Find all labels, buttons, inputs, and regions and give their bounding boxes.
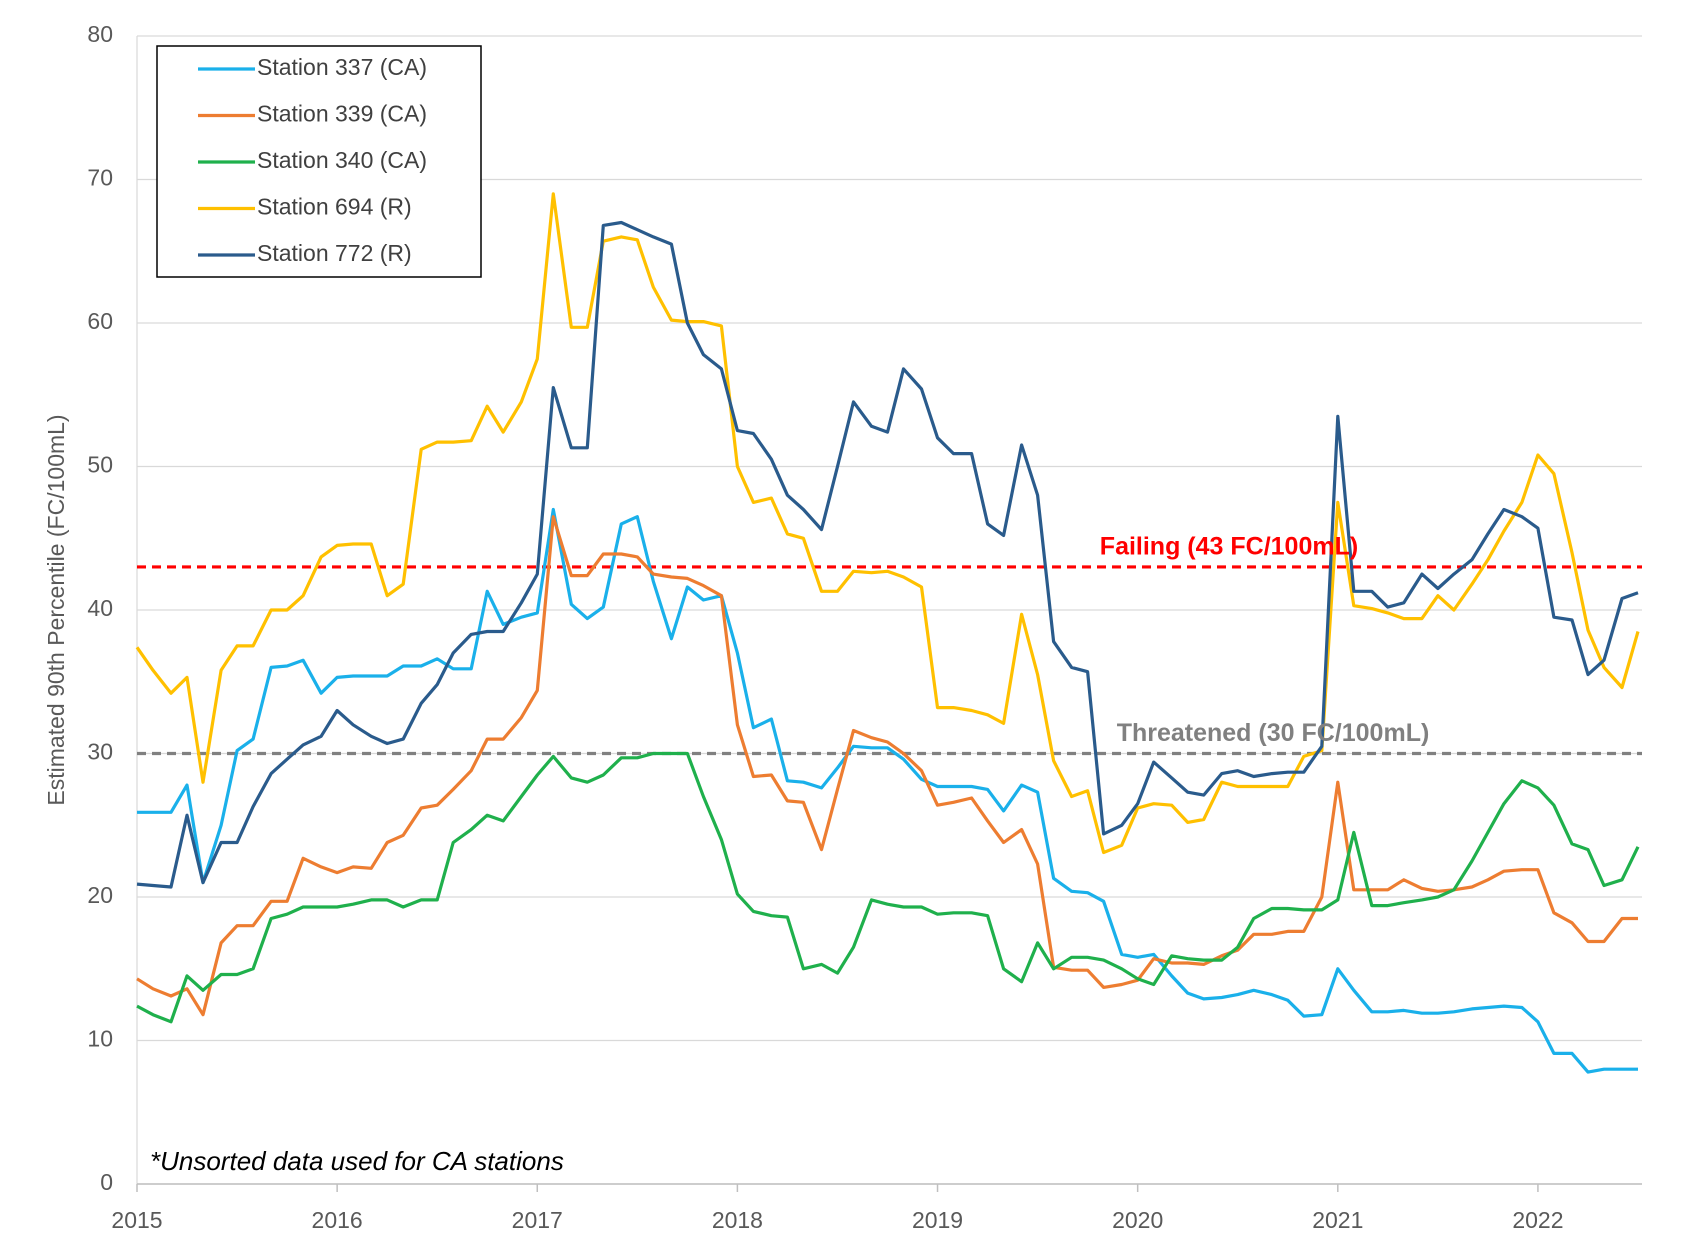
y-tick-label: 30 (87, 739, 113, 765)
x-tick-label: 2021 (1312, 1207, 1363, 1233)
series-line (136, 220, 1639, 889)
x-tick-label: 2015 (111, 1207, 162, 1233)
legend-label: Station 337 (CA) (257, 54, 427, 80)
y-tick-label: 0 (100, 1169, 113, 1195)
legend-label: Station 339 (CA) (257, 101, 427, 127)
x-tick-label: 2022 (1512, 1207, 1563, 1233)
y-axis-label: Estimated 90th Percentile (FC/100mL) (43, 414, 69, 805)
annotation: *Unsorted data used for CA stations (150, 1146, 564, 1176)
series-line (136, 751, 1640, 1024)
legend-label: Station 340 (CA) (257, 147, 427, 173)
y-tick-label: 20 (87, 882, 113, 908)
y-tick-label: 60 (87, 308, 113, 334)
legend-label: Station 694 (R) (257, 194, 412, 220)
series-line (135, 192, 1640, 855)
y-tick-label: 10 (87, 1026, 113, 1052)
y-tick-label: 40 (87, 595, 113, 621)
y-tick-label: 80 (87, 21, 113, 47)
legend-label: Station 772 (R) (257, 240, 412, 266)
y-tick-label: 70 (87, 165, 113, 191)
x-tick-label: 2016 (312, 1207, 363, 1233)
y-tick-label: 50 (87, 452, 113, 478)
x-tick-label: 2019 (912, 1207, 963, 1233)
x-tick-label: 2018 (712, 1207, 763, 1233)
x-tick-label: 2017 (512, 1207, 563, 1233)
series-line (137, 507, 1638, 1074)
reference-label: Failing (43 FC/100mL) (1100, 533, 1358, 561)
series-line (136, 515, 1638, 1017)
reference-label: Threatened (30 FC/100mL) (1117, 719, 1430, 747)
x-tick-label: 2020 (1112, 1207, 1163, 1233)
legend: Station 337 (CA) Station 339 (CA) Station … (156, 45, 482, 278)
